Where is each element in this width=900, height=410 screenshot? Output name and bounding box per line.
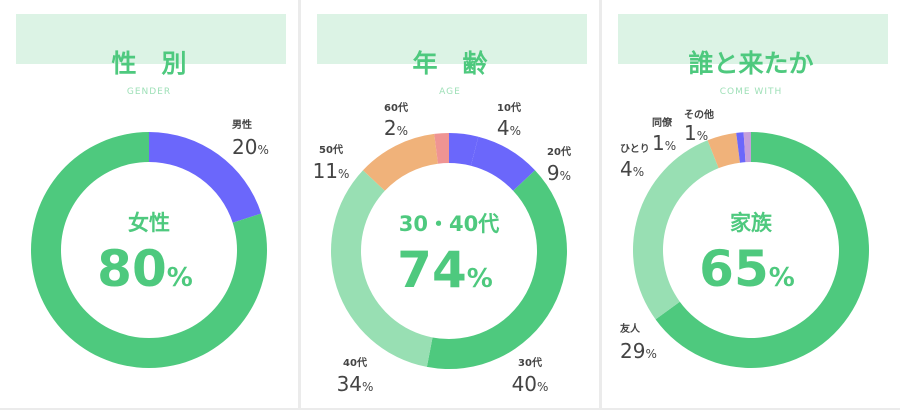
- slice-label-value: 40%: [512, 372, 549, 396]
- slice-label-value: 9%: [547, 161, 571, 185]
- center-value: 74%: [397, 241, 493, 299]
- slice-label-value: 2%: [384, 116, 408, 140]
- age-chart-panel: 年 齢 AGE 10代 4% 20代 9% 30代 40% 40代 34% 50代 11% 60代 2% 3…: [301, 0, 599, 408]
- center-label: 家族: [730, 211, 773, 235]
- gender-chart-panel: 性 別 GENDER 男性 20% 女性 80%: [0, 0, 298, 408]
- chart-title: 性 別: [111, 49, 186, 78]
- age-donut-chart: 年 齢 AGE 10代 4% 20代 9% 30代 40% 40代 34% 50代 11% 60代 2% 3…: [313, 14, 587, 396]
- pie-slice-4: [736, 132, 746, 163]
- slice-label-value: 4%: [497, 116, 521, 140]
- pie-slice-6: [434, 133, 449, 164]
- slice-label-name: 友人: [620, 322, 641, 335]
- pie-slice-5: [362, 133, 438, 191]
- slice-label-value: 11%: [313, 159, 350, 183]
- center-label: 30・40代: [399, 212, 499, 236]
- center-label: 女性: [128, 211, 170, 235]
- pie-slice-3: [707, 132, 740, 169]
- pie-slice-1: [449, 133, 479, 166]
- slice-label-name: 40代: [343, 356, 367, 369]
- center-value: 80%: [97, 240, 193, 298]
- slice-label-name: 10代: [497, 101, 521, 114]
- chart-subtitle: GENDER: [127, 87, 171, 97]
- gender-donut-chart: 性 別 GENDER 男性 20% 女性 80%: [16, 14, 286, 368]
- slice-label-value: 20%: [232, 135, 269, 159]
- slice-label-value: 1%: [652, 131, 676, 155]
- chart-header-band: [317, 14, 587, 64]
- slice-label-name: その他: [684, 108, 714, 121]
- pie-slice-2: [470, 136, 536, 191]
- slice-label-name: ひとり: [620, 143, 650, 155]
- center-value: 65%: [699, 240, 795, 298]
- slice-label-name: 同僚: [652, 116, 673, 129]
- chart-subtitle: COME WITH: [720, 87, 783, 97]
- slice-label-name: 20代: [547, 145, 571, 158]
- chart-subtitle: AGE: [439, 87, 461, 97]
- chart-header-band: [618, 14, 888, 64]
- slice-label-name: 60代: [384, 101, 408, 114]
- slice-label-name: 男性: [232, 118, 252, 131]
- pie-slice-4: [331, 170, 433, 367]
- companion-chart-panel: 誰と来たか COME WITH 友人 29% ひとり 4% 同僚 1% その他 1% 家族 65%: [602, 0, 900, 408]
- pie-slice-3: [426, 170, 567, 369]
- pie-slice-5: [743, 132, 751, 163]
- pie-slice-1: [149, 132, 262, 223]
- chart-header-band: [16, 14, 286, 64]
- slice-label-value: 29%: [620, 339, 657, 363]
- slice-label-value: 1%: [684, 121, 708, 145]
- slice-label-name: 30代: [518, 356, 542, 369]
- pie-slice-2: [633, 140, 719, 320]
- slice-label-value: 4%: [620, 157, 644, 181]
- chart-title: 年 齢: [412, 49, 487, 78]
- slice-label-name: 50代: [319, 143, 343, 156]
- slice-label-value: 34%: [337, 372, 374, 396]
- chart-title: 誰と来たか: [688, 49, 813, 78]
